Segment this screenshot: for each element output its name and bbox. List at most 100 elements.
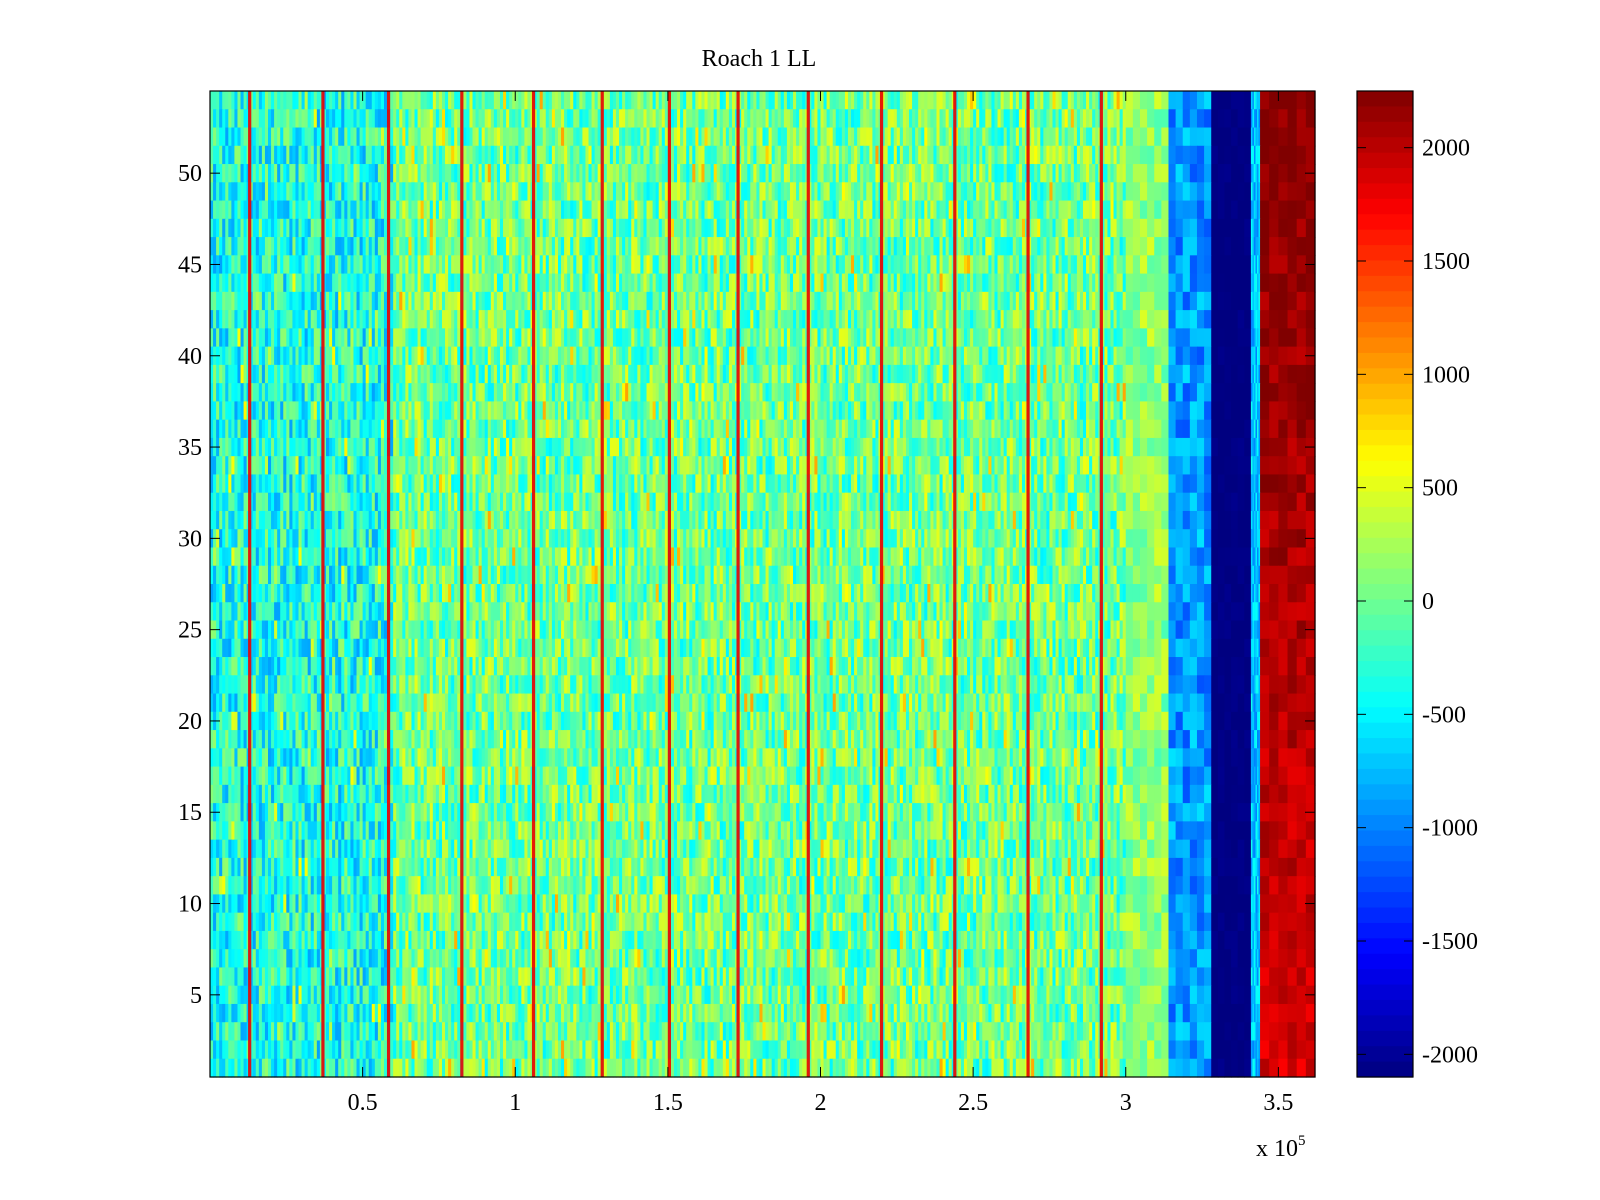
heatmap-cell <box>860 91 864 110</box>
heatmap-cell <box>347 237 352 256</box>
heatmap-cell <box>1052 291 1057 311</box>
heatmap-cell <box>1168 273 1177 293</box>
heatmap-cell <box>985 310 989 329</box>
heatmap-cell <box>451 255 455 275</box>
heatmap-cell <box>585 291 590 311</box>
heatmap-cell <box>573 182 577 202</box>
heatmap-cell <box>851 145 855 165</box>
heatmap-cell <box>823 218 828 238</box>
heatmap-cell <box>1037 346 1041 366</box>
heatmap-cell <box>719 328 724 348</box>
heatmap-cell <box>841 291 846 311</box>
heatmap-cell <box>747 109 751 129</box>
heatmap-cell <box>1161 346 1170 366</box>
heatmap-cell <box>564 310 568 329</box>
heatmap-cell <box>1125 127 1134 147</box>
heatmap-cell <box>542 200 547 220</box>
heatmap-cell <box>423 91 428 110</box>
heatmap-cell <box>835 109 840 129</box>
heatmap-cell <box>918 237 922 256</box>
heatmap-cell <box>609 273 614 293</box>
heatmap-cell <box>1009 200 1014 220</box>
heatmap-cell <box>405 200 410 220</box>
heatmap-cell <box>771 145 776 165</box>
heatmap-cell <box>1000 200 1005 220</box>
heatmap-cell <box>902 182 907 202</box>
heatmap-cell <box>716 218 721 238</box>
heatmap-cell <box>487 164 492 183</box>
heatmap-cell <box>957 346 962 366</box>
heatmap-cell <box>325 346 330 366</box>
heatmap-cell <box>912 127 916 147</box>
heatmap-cell <box>213 218 217 238</box>
heatmap-cell <box>686 255 690 275</box>
heatmap-cell <box>933 200 938 220</box>
heatmap-cell <box>380 328 385 348</box>
heatmap-cell <box>808 109 812 129</box>
heatmap-cell <box>503 127 507 147</box>
heatmap-cell <box>408 218 413 238</box>
heatmap-cell <box>814 145 819 165</box>
heatmap-cell <box>274 310 278 329</box>
heatmap-cell <box>1113 237 1118 256</box>
heatmap-cell <box>261 200 266 220</box>
heatmap-cell <box>322 328 327 348</box>
heatmap-cell <box>329 164 333 183</box>
heatmap-cell <box>350 127 355 147</box>
heatmap-cell <box>655 328 660 348</box>
heatmap-cell <box>960 145 965 165</box>
heatmap-cell <box>789 91 794 110</box>
heatmap-cell <box>670 255 675 275</box>
heatmap-cell <box>347 145 352 165</box>
heatmap-cell <box>1061 109 1066 129</box>
heatmap-cell <box>899 127 904 147</box>
heatmap-cell <box>1031 182 1035 202</box>
heatmap-cell <box>823 91 828 110</box>
heatmap-cell <box>548 218 553 238</box>
heatmap-cell <box>1095 109 1099 129</box>
heatmap-cell <box>564 164 568 183</box>
heatmap-cell <box>234 145 239 165</box>
heatmap-cell <box>979 91 983 110</box>
heatmap-cell <box>554 164 559 183</box>
heatmap-cell <box>475 164 480 183</box>
heatmap-cell <box>1104 255 1109 275</box>
heatmap-cell <box>445 273 449 293</box>
heatmap-cell <box>762 291 767 311</box>
heatmap-cell <box>567 200 571 220</box>
heatmap-cell <box>936 310 941 329</box>
heatmap-cell <box>918 273 922 293</box>
heatmap-cell <box>524 273 529 293</box>
heatmap-cell <box>933 145 938 165</box>
heatmap-cell <box>1258 273 1261 293</box>
heatmap-cell <box>1079 310 1084 329</box>
heatmap-cell <box>967 328 971 348</box>
heatmap-cell <box>692 164 696 183</box>
heatmap-cell <box>1175 346 1184 366</box>
heatmap-cell <box>701 91 706 110</box>
heatmap-cell <box>930 346 935 366</box>
heatmap-cell <box>994 310 999 329</box>
heatmap-cell <box>716 200 721 220</box>
heatmap-cell <box>1073 346 1078 366</box>
heatmap-cell <box>338 109 342 129</box>
heatmap-cell <box>420 91 425 110</box>
heatmap-cell <box>603 109 608 129</box>
heatmap-cell <box>942 273 947 293</box>
heatmap-cell <box>786 237 791 256</box>
heatmap-cell <box>826 310 831 329</box>
heatmap-cell <box>1095 310 1099 329</box>
heatmap-cell <box>899 200 904 220</box>
heatmap-cell <box>368 255 373 275</box>
heatmap-cell <box>936 200 941 220</box>
heatmap-cell <box>561 346 565 366</box>
heatmap-cell <box>573 164 577 183</box>
heatmap-cell <box>771 164 776 183</box>
heatmap-cell <box>295 109 300 129</box>
heatmap-cell <box>777 291 782 311</box>
heatmap-cell <box>390 109 394 129</box>
heatmap-cell <box>942 310 947 329</box>
heatmap-cell <box>338 237 342 256</box>
heatmap-cell <box>915 164 919 183</box>
heatmap-cell <box>1252 145 1255 165</box>
